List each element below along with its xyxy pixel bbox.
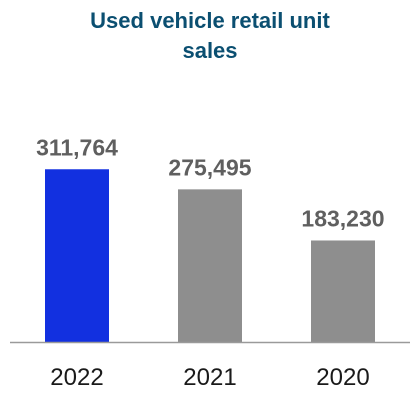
chart-title-line-1: Used vehicle retail unit — [90, 8, 330, 33]
value-label-2022: 311,764 — [36, 134, 118, 160]
category-label-2022: 2022 — [50, 364, 103, 391]
chart-title: Used vehicle retail unit sales — [0, 6, 420, 66]
bar-2020 — [311, 240, 375, 342]
category-label-2020: 2020 — [316, 364, 369, 391]
bar-2022 — [45, 169, 109, 342]
value-label-2020: 183,230 — [301, 205, 384, 231]
chart-title-line-2: sales — [182, 38, 238, 63]
category-label-2021: 2021 — [183, 364, 236, 391]
value-label-2021: 275,495 — [168, 154, 251, 180]
bar-2021 — [178, 189, 242, 342]
